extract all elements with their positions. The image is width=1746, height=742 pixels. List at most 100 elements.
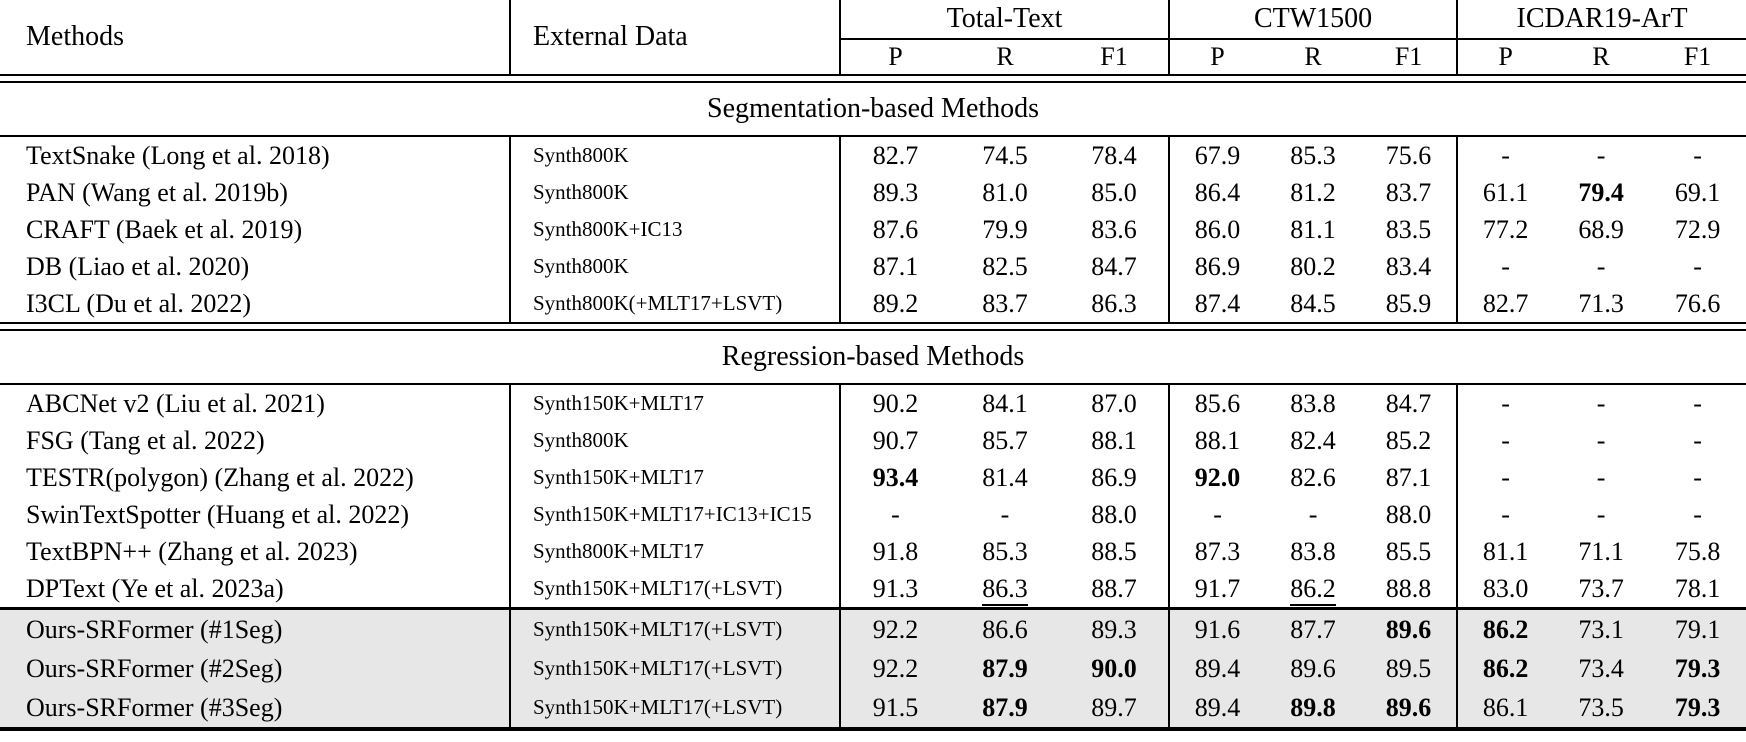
metric-cell: 85.7: [982, 425, 1028, 455]
external-data-cell: Synth800K+MLT17: [509, 533, 840, 570]
section-title: Segmentation-based Methods: [0, 82, 1746, 137]
metric-cell: 89.4: [1168, 649, 1266, 688]
metric-cell: 89.3: [839, 174, 950, 211]
metric-cell: 89.8: [1265, 688, 1362, 731]
metric-cell: 73.1: [1553, 607, 1650, 649]
metric-cell: 92.2: [839, 607, 950, 649]
metric-cell: 81.1: [1456, 533, 1554, 570]
metric-cell: 91.3: [839, 570, 950, 609]
metric-cell: 75.6: [1385, 140, 1432, 170]
method-cell: CRAFT (Baek et al. 2019): [26, 214, 303, 244]
underlined-value: 86.3: [982, 573, 1028, 606]
metric-cell: 88.1: [1091, 425, 1137, 455]
metric-cell: 83.4: [1385, 251, 1432, 281]
metric-header-r: R: [1592, 42, 1610, 71]
metric-cell: -: [1456, 422, 1554, 459]
external-data-cell: Synth800K(+MLT17+LSVT): [509, 285, 840, 323]
metric-cell: 81.4: [982, 462, 1028, 492]
metric-cell: -: [1168, 496, 1266, 533]
metric-cell: 89.7: [1060, 688, 1170, 731]
external-data-cell: Synth150K+MLT17(+LSVT): [509, 607, 840, 649]
metric-cell: -: [1308, 499, 1318, 529]
metric-cell: 79.9: [982, 214, 1028, 244]
metric-cell: 61.1: [1456, 174, 1554, 211]
metric-cell: 89.2: [839, 285, 950, 323]
metric-cell: 91.7: [1168, 570, 1266, 609]
external-data-cell: Synth800K: [509, 248, 840, 285]
metric-cell: 92.2: [839, 649, 950, 688]
metric-cell: -: [1000, 499, 1010, 529]
metric-cell: 88.1: [1168, 422, 1266, 459]
group-header-ctw1500: CTW1500: [1168, 0, 1458, 40]
metric-header-p: P: [1168, 39, 1266, 75]
section-title: Regression-based Methods: [0, 330, 1746, 385]
metric-cell: 75.8: [1674, 536, 1721, 566]
metric-cell: 77.2: [1456, 211, 1554, 248]
metric-header-f1: F1: [1683, 42, 1712, 71]
method-cell: FSG (Tang et al. 2022): [26, 425, 265, 455]
metric-cell: -: [1596, 388, 1606, 418]
method-cell: I3CL (Du et al. 2022): [26, 288, 252, 318]
metric-cell: -: [1693, 499, 1702, 529]
method-cell: TESTR(polygon) (Zhang et al. 2022): [26, 462, 414, 492]
metric-cell: 91.6: [1168, 607, 1266, 649]
metric-cell: 82.5: [982, 251, 1028, 281]
metric-cell: 88.0: [1091, 499, 1137, 529]
metric-cell: -: [1456, 496, 1554, 533]
metric-cell: 86.6: [950, 607, 1060, 649]
metric-cell: 87.9: [950, 688, 1060, 731]
metric-cell: -: [839, 496, 950, 533]
col-header-external-data: External Data: [509, 0, 840, 75]
double-rule: [0, 322, 1746, 331]
metric-cell: 81.0: [982, 177, 1028, 207]
metric-cell: 86.1: [1456, 688, 1554, 731]
metric-cell: 85.6: [1168, 384, 1266, 422]
table-row: DPText (Ye et al. 2023a) Synth150K+MLT17(…: [0, 570, 1746, 609]
col-header-methods: Methods: [26, 21, 124, 52]
metric-cell: 89.3: [1060, 607, 1170, 649]
metric-cell: -: [1693, 425, 1702, 455]
metric-cell: 88.0: [1385, 499, 1432, 529]
metric-cell: 79.3: [1649, 649, 1746, 688]
metric-cell: 84.5: [1290, 288, 1336, 318]
metric-cell: 68.9: [1578, 214, 1624, 244]
metric-cell: 71.3: [1578, 288, 1624, 318]
external-data-cell: Synth150K+MLT17: [509, 384, 840, 422]
method-cell: TextBPN++ (Zhang et al. 2023): [26, 536, 358, 566]
double-rule: [0, 74, 1746, 83]
header-row-metrics: P R F1 P R F1 P R F1: [0, 39, 1746, 75]
metric-cell: -: [1693, 251, 1702, 281]
external-data-cell: Synth150K+MLT17+IC13+IC15: [509, 496, 840, 533]
metric-cell: 89.6: [1361, 607, 1458, 649]
table-row: CRAFT (Baek et al. 2019) Synth800K+IC13 87…: [0, 211, 1746, 248]
metric-cell: 84.7: [1385, 388, 1432, 418]
metric-cell: 78.1: [1674, 573, 1721, 603]
metric-cell: 79.3: [1649, 688, 1746, 731]
metric-cell: 87.0: [1091, 388, 1137, 418]
metric-cell: 86.2: [1265, 570, 1361, 609]
metric-header-f1: F1: [1394, 42, 1423, 71]
metric-cell: 85.3: [1290, 140, 1336, 170]
metric-cell: 87.4: [1168, 285, 1266, 323]
metric-cell: 90.7: [839, 422, 950, 459]
metric-cell: 87.1: [839, 248, 950, 285]
metric-cell: 82.7: [839, 136, 950, 174]
method-cell: Ours-SRFormer (#2Seg): [0, 649, 510, 688]
metric-cell: 86.3: [950, 570, 1060, 609]
method-cell: Ours-SRFormer (#3Seg): [0, 688, 510, 731]
metric-cell: 87.9: [950, 649, 1060, 688]
metric-header-p: P: [839, 39, 950, 75]
metric-cell: 83.5: [1385, 214, 1432, 244]
metric-cell: -: [1456, 459, 1554, 496]
external-data-cell: Synth800K+IC13: [509, 211, 840, 248]
method-cell: DPText (Ye et al. 2023a): [26, 573, 284, 603]
double-rule-line: [0, 322, 1746, 331]
external-data-cell: Synth800K: [509, 174, 840, 211]
metric-cell: 74.5: [982, 140, 1028, 170]
metric-cell: 85.3: [982, 536, 1028, 566]
metric-cell: 93.4: [839, 459, 950, 496]
metric-cell: -: [1596, 140, 1606, 170]
metric-cell: 87.6: [839, 211, 950, 248]
table-row: ABCNet v2 (Liu et al. 2021) Synth150K+MLT…: [0, 384, 1746, 422]
